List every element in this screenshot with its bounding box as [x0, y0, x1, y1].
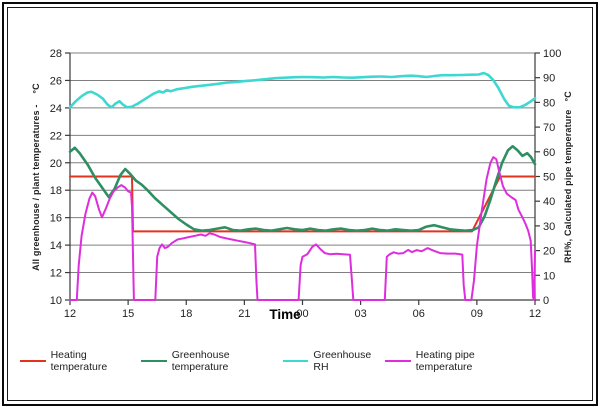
- y-axis-right-tick-label: 50: [543, 172, 555, 184]
- y-axis-left-tick-label: 24: [50, 103, 62, 115]
- y-axis-left-tick-label: 14: [50, 240, 62, 252]
- y-axis-right-tick-label: 70: [543, 122, 555, 134]
- y-axis-left-tick-label: 12: [50, 268, 62, 280]
- legend-item-heating-pipe-temperature: Heating pipe temperature: [385, 349, 528, 373]
- x-axis-title: Time: [269, 307, 301, 322]
- y-axis-left-tick-label: 18: [50, 185, 62, 197]
- x-axis-tick-label: 15: [122, 308, 134, 320]
- legend-label: Heating temperature: [50, 349, 108, 373]
- y-axis-right-tick-label: 90: [543, 73, 555, 85]
- y-axis-left-tick-label: 26: [50, 75, 62, 87]
- x-axis-tick-label: 21: [238, 308, 250, 320]
- y-axis-left-tick-label: 28: [50, 48, 62, 60]
- y-axis-left-title: All greenhouse / plant temperatures - °C: [31, 83, 41, 271]
- x-axis-tick-label: 03: [355, 308, 367, 320]
- x-axis-tick-label: 12: [529, 308, 541, 320]
- y-axis-right-tick-label: 20: [543, 246, 555, 258]
- legend-label: Greenhouse RH: [313, 349, 372, 373]
- y-axis-right-tick-label: 60: [543, 147, 555, 159]
- y-axis-right-tick-label: 10: [543, 270, 555, 282]
- y-axis-left-tick-label: 16: [50, 213, 62, 225]
- y-axis-left-tick-label: 10: [50, 295, 62, 307]
- legend-label: Heating pipe temperature: [415, 349, 475, 373]
- legend-line-swatch-greenhouse-temperature: [141, 360, 167, 362]
- series-line-heating-temperature: [69, 175, 536, 233]
- y-axis-left-tick-label: 20: [50, 158, 62, 170]
- y-axis-right-tick-label: 40: [543, 196, 555, 208]
- x-axis-tick-label: 09: [471, 308, 483, 320]
- y-axis-right-tick-label: 80: [543, 97, 555, 109]
- y-axis-right-title: RH%, Calculated pipe temperature °C: [563, 90, 573, 264]
- series-line-greenhouse-rh: [68, 71, 537, 109]
- x-axis-tick-label: 06: [413, 308, 425, 320]
- legend: Heating temperature Greenhouse temperatu…: [20, 349, 528, 373]
- x-axis-tick-label: 12: [64, 308, 76, 320]
- legend-item-greenhouse-rh: Greenhouse RH: [282, 349, 385, 373]
- x-axis-tick-label: 00: [296, 308, 308, 320]
- legend-line-swatch-heating-temperature: [20, 360, 46, 362]
- y-axis-right-tick-label: 30: [543, 221, 555, 233]
- legend-line-swatch-heating-pipe-temperature: [385, 360, 411, 362]
- series-line-heating-pipe-temperature: [69, 156, 536, 301]
- legend-line-swatch-greenhouse-rh: [282, 360, 309, 362]
- y-axis-right-tick-label: 100: [543, 48, 561, 60]
- chart-plot-area: 1012141618202224262801020304050607080901…: [50, 48, 562, 320]
- y-axis-left-tick-label: 22: [50, 130, 62, 142]
- legend-item-heating-temperature: Heating temperature: [20, 349, 141, 373]
- y-axis-right-tick-label: 0: [543, 295, 549, 307]
- legend-label: Greenhouse temperature: [171, 349, 230, 373]
- series-line-greenhouse-temperature: [68, 145, 537, 232]
- x-axis-tick-label: 18: [180, 308, 192, 320]
- legend-item-greenhouse-temperature: Greenhouse temperature: [141, 349, 283, 373]
